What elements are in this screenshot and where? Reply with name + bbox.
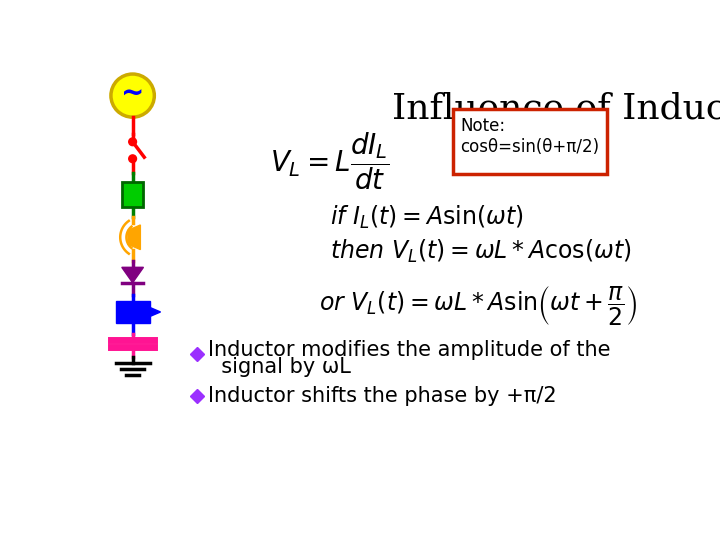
Polygon shape [122, 267, 143, 283]
Text: $\mathit{or}\ V_L(t) = \omega L * A\sin\!\left(\omega t + \dfrac{\pi}{2}\right)$: $\mathit{or}\ V_L(t) = \omega L * A\sin\… [319, 284, 637, 328]
Text: Note:
cosθ=sin(θ+π/2): Note: cosθ=sin(θ+π/2) [461, 117, 600, 156]
Text: Inductor modifies the amplitude of the: Inductor modifies the amplitude of the [208, 340, 611, 360]
Text: Inductor shifts the phase by +π/2: Inductor shifts the phase by +π/2 [208, 386, 557, 406]
Text: $V_L = L\dfrac{dI_L}{dt}$: $V_L = L\dfrac{dI_L}{dt}$ [271, 130, 390, 192]
Text: $\mathit{then}\ V_L(t) = \omega L * A\cos(\omega t)$: $\mathit{then}\ V_L(t) = \omega L * A\co… [330, 238, 631, 265]
Text: Influence of Inductor on Circuit: Influence of Inductor on Circuit [392, 92, 720, 126]
Polygon shape [128, 225, 140, 249]
Circle shape [129, 155, 137, 163]
FancyBboxPatch shape [122, 182, 143, 207]
Circle shape [129, 138, 137, 146]
FancyBboxPatch shape [116, 301, 150, 323]
Text: $\mathit{if}\ I_L(t) = A\sin(\omega t)$: $\mathit{if}\ I_L(t) = A\sin(\omega t)$ [330, 204, 523, 231]
Text: signal by ωL: signal by ωL [208, 356, 351, 376]
Polygon shape [150, 307, 161, 316]
Text: ~: ~ [121, 80, 144, 108]
Circle shape [111, 74, 154, 117]
FancyBboxPatch shape [453, 110, 607, 174]
